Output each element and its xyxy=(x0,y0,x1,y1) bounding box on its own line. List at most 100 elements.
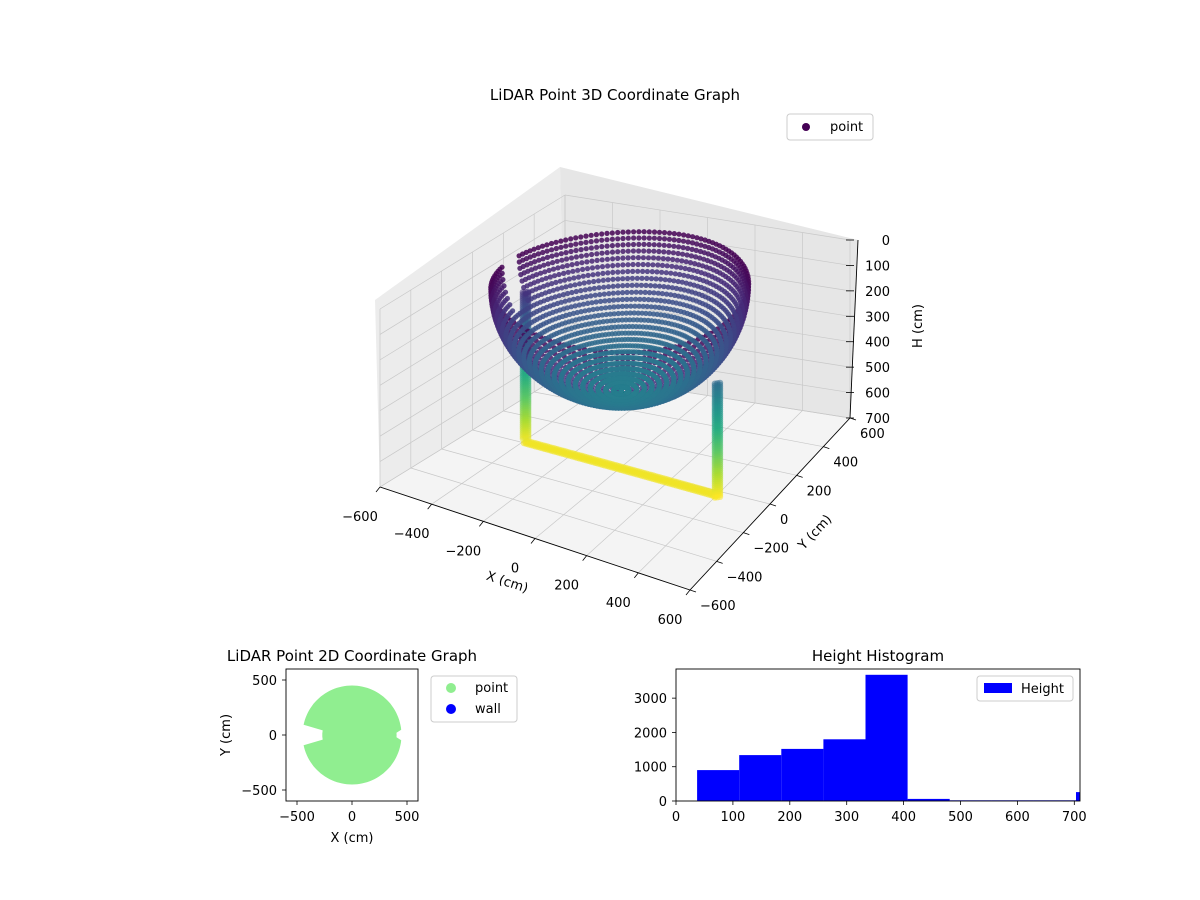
bowl-point xyxy=(550,260,556,266)
bowl-point xyxy=(630,255,636,261)
bowl-point xyxy=(648,283,654,289)
bowl-point xyxy=(651,235,658,241)
bowl-point xyxy=(571,296,577,302)
bowl-point xyxy=(577,281,583,287)
z-axis-line xyxy=(849,239,859,419)
x-tick-mark xyxy=(530,538,536,544)
bowl-point xyxy=(615,262,621,268)
bowl-point xyxy=(701,256,707,262)
bowl-point xyxy=(666,299,672,305)
bowl-point xyxy=(602,298,608,304)
bowl-point xyxy=(594,306,600,312)
x-tick-label-2d: 500 xyxy=(395,810,420,825)
bowl-point xyxy=(605,284,612,290)
bowl-point xyxy=(628,303,634,309)
z-tick-label: 200 xyxy=(865,285,890,300)
bowl-point xyxy=(640,261,646,268)
bowl-point xyxy=(638,317,644,323)
bowl-point xyxy=(694,235,700,241)
bowl-point xyxy=(611,304,617,310)
bowl-point xyxy=(635,310,641,316)
bowl-point xyxy=(661,230,668,236)
bowl-point xyxy=(623,317,629,323)
bowl-point xyxy=(553,245,559,252)
bowl-point xyxy=(625,262,631,268)
bowl-point xyxy=(544,254,551,260)
bowl-point xyxy=(631,229,637,235)
bowl-point xyxy=(698,236,704,242)
bowl-point xyxy=(582,287,588,293)
bowl-point xyxy=(643,282,649,288)
bowl-point xyxy=(585,300,591,306)
grid-line xyxy=(379,220,566,335)
bowl-point xyxy=(651,290,657,296)
bowl-point xyxy=(702,243,708,249)
bowl-point xyxy=(671,243,677,249)
histogram-title: Height Histogram xyxy=(812,647,944,665)
bowl-point xyxy=(519,278,525,284)
bowl-point xyxy=(630,261,636,268)
bowl-point xyxy=(560,292,567,298)
bowl-point xyxy=(531,246,537,252)
bowl-point xyxy=(536,257,542,263)
bowl-point xyxy=(677,271,683,278)
bowl-point xyxy=(687,260,694,266)
bowl-point xyxy=(634,317,640,323)
bowl-point xyxy=(547,274,553,280)
bowl-point xyxy=(588,239,594,245)
bowl-point xyxy=(566,276,572,282)
bowl-point xyxy=(659,262,666,268)
y-tick-label: 600 xyxy=(860,427,885,442)
x-tick-label: 600 xyxy=(658,613,683,628)
bowl-point xyxy=(599,244,605,250)
bowl-point xyxy=(633,289,639,295)
bowl-point xyxy=(580,273,586,279)
bowl-point xyxy=(580,301,587,307)
y-tick-label-2d: 0 xyxy=(269,729,277,744)
legend-3d: point xyxy=(786,113,874,141)
bowl-point xyxy=(589,251,595,258)
y-tick-label-hist: 2000 xyxy=(634,726,667,741)
bowl-point xyxy=(579,294,585,300)
bowl-point xyxy=(644,303,650,310)
bowl-point xyxy=(599,237,605,243)
bowl-point xyxy=(625,255,631,261)
bowl-point xyxy=(584,266,591,272)
bowl-point xyxy=(660,256,666,262)
bowl-point xyxy=(693,275,699,281)
bowl-point xyxy=(588,293,594,299)
bowl-point xyxy=(593,299,599,305)
x-tick-label-hist: 100 xyxy=(720,810,745,825)
bowl-point xyxy=(557,278,563,284)
bowl-point xyxy=(641,229,647,235)
bowl-point xyxy=(532,265,539,271)
bowl-point xyxy=(615,249,621,255)
grid-line xyxy=(379,296,566,412)
bowl-point xyxy=(597,292,603,298)
legend-point-marker xyxy=(802,123,810,131)
bowl-point xyxy=(568,242,574,248)
bowl-point xyxy=(556,293,562,299)
bowl-point xyxy=(615,283,621,289)
bowl-point xyxy=(668,270,674,276)
y-tick-label: 0 xyxy=(780,513,788,528)
x-tick-label-hist: 0 xyxy=(672,810,680,825)
bowl-point xyxy=(555,265,561,271)
bowl-point xyxy=(627,317,633,323)
bowl-point xyxy=(638,391,644,398)
bowl-point xyxy=(666,243,672,249)
bowl-point xyxy=(594,244,600,250)
bowl-point xyxy=(595,271,601,277)
bowl-point xyxy=(685,239,691,245)
bowl-point xyxy=(705,251,711,257)
bowl-point xyxy=(656,304,662,311)
bowl-point xyxy=(590,306,596,312)
bowl-point xyxy=(544,242,550,248)
bowl-point xyxy=(539,243,546,249)
bowl-point xyxy=(651,248,657,254)
bowl-point xyxy=(552,294,558,300)
bowl-point xyxy=(640,268,646,274)
bowl-point xyxy=(633,296,639,302)
